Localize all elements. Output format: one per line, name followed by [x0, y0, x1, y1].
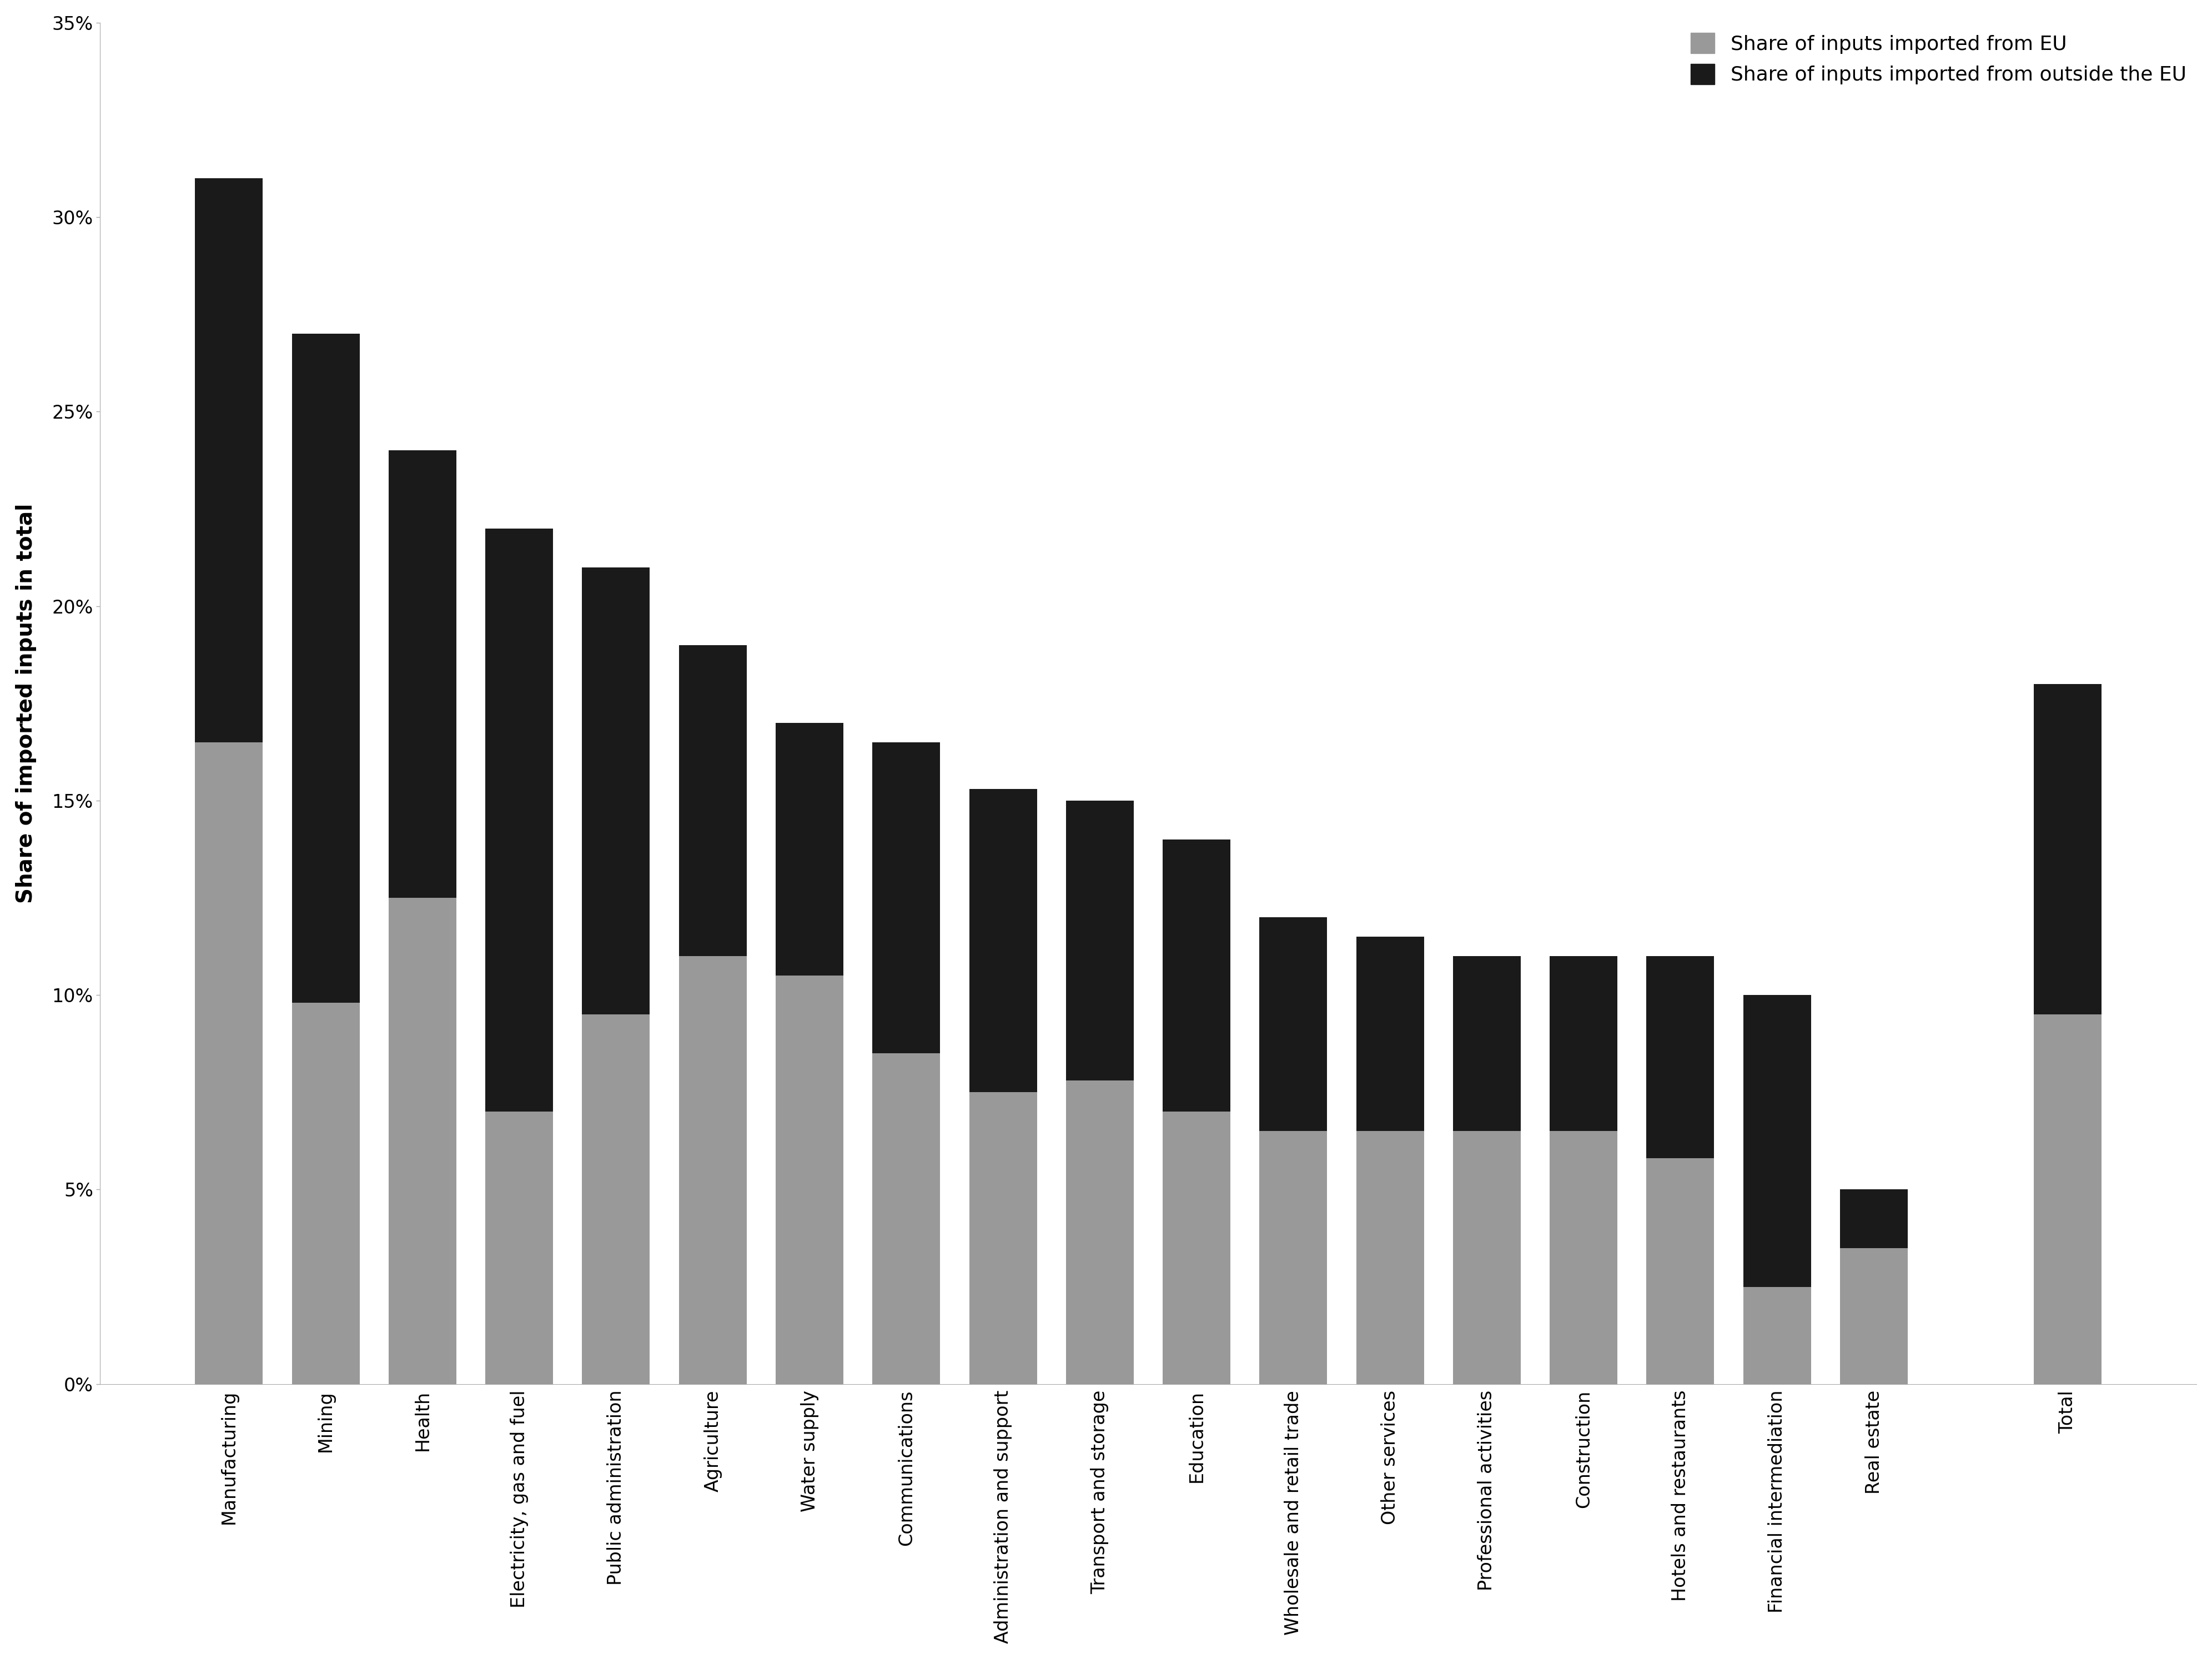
- Legend: Share of inputs imported from EU, Share of inputs imported from outside the EU: Share of inputs imported from EU, Share …: [1690, 33, 2185, 85]
- Bar: [292, 1002, 361, 1384]
- Bar: [1840, 1248, 1907, 1384]
- Bar: [1356, 1131, 1425, 1384]
- Bar: [1646, 956, 1714, 1158]
- Bar: [389, 898, 456, 1384]
- Bar: [484, 1112, 553, 1384]
- Bar: [872, 1053, 940, 1384]
- Bar: [2033, 684, 2101, 1015]
- Bar: [1646, 1158, 1714, 1384]
- Bar: [1259, 917, 1327, 1131]
- Bar: [872, 742, 940, 1053]
- Bar: [776, 975, 843, 1384]
- Bar: [1453, 1131, 1520, 1384]
- Bar: [582, 1015, 650, 1384]
- Bar: [1066, 1080, 1135, 1384]
- Bar: [1743, 995, 1812, 1287]
- Bar: [1453, 956, 1520, 1131]
- Bar: [1164, 839, 1230, 1112]
- Bar: [679, 956, 748, 1384]
- Bar: [969, 790, 1037, 1092]
- Bar: [1551, 956, 1617, 1131]
- Bar: [195, 742, 263, 1384]
- Bar: [776, 723, 843, 975]
- Bar: [679, 645, 748, 956]
- Bar: [1743, 1287, 1812, 1384]
- Bar: [1551, 1131, 1617, 1384]
- Bar: [1066, 801, 1135, 1080]
- Bar: [484, 528, 553, 1112]
- Bar: [582, 567, 650, 1015]
- Bar: [1259, 1131, 1327, 1384]
- Bar: [195, 178, 263, 742]
- Bar: [292, 333, 361, 1002]
- Bar: [389, 451, 456, 898]
- Bar: [969, 1092, 1037, 1384]
- Y-axis label: Share of imported inputs in total: Share of imported inputs in total: [15, 503, 38, 902]
- Bar: [1356, 937, 1425, 1131]
- Bar: [1840, 1190, 1907, 1248]
- Bar: [2033, 1015, 2101, 1384]
- Bar: [1164, 1112, 1230, 1384]
